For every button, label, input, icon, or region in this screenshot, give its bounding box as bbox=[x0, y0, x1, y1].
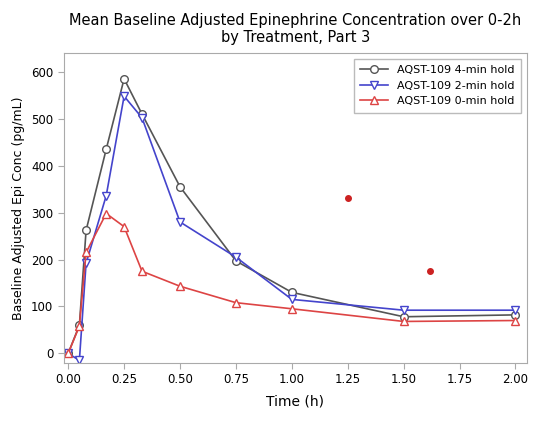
AQST-109 4-min hold bbox=[177, 184, 183, 189]
AQST-109 2-min hold bbox=[288, 297, 295, 302]
AQST-109 2-min hold bbox=[139, 115, 145, 120]
AQST-109 2-min hold bbox=[401, 308, 407, 313]
AQST-109 2-min hold bbox=[103, 193, 109, 198]
AQST-109 2-min hold bbox=[65, 351, 72, 356]
AQST-109 2-min hold bbox=[512, 308, 519, 313]
AQST-109 0-min hold bbox=[139, 269, 145, 274]
AQST-109 0-min hold bbox=[233, 300, 239, 305]
AQST-109 0-min hold bbox=[401, 319, 407, 324]
AQST-109 0-min hold bbox=[121, 224, 127, 229]
AQST-109 4-min hold bbox=[121, 76, 127, 81]
Line: AQST-109 0-min hold: AQST-109 0-min hold bbox=[64, 210, 519, 357]
AQST-109 0-min hold bbox=[83, 250, 89, 255]
AQST-109 4-min hold bbox=[103, 147, 109, 152]
X-axis label: Time (h): Time (h) bbox=[266, 394, 324, 408]
Legend: AQST-109 4-min hold, AQST-109 2-min hold, AQST-109 0-min hold: AQST-109 4-min hold, AQST-109 2-min hold… bbox=[353, 59, 521, 113]
Title: Mean Baseline Adjusted Epinephrine Concentration over 0-2h
by Treatment, Part 3: Mean Baseline Adjusted Epinephrine Conce… bbox=[69, 13, 521, 45]
AQST-109 0-min hold bbox=[76, 324, 82, 329]
AQST-109 2-min hold bbox=[233, 255, 239, 260]
AQST-109 0-min hold bbox=[103, 211, 109, 216]
AQST-109 4-min hold bbox=[401, 314, 407, 319]
AQST-109 4-min hold bbox=[65, 351, 72, 356]
Line: AQST-109 4-min hold: AQST-109 4-min hold bbox=[64, 75, 519, 357]
Y-axis label: Baseline Adjusted Epi Conc (pg/mL): Baseline Adjusted Epi Conc (pg/mL) bbox=[12, 96, 25, 320]
AQST-109 4-min hold bbox=[233, 258, 239, 264]
AQST-109 4-min hold bbox=[288, 290, 295, 295]
AQST-109 2-min hold bbox=[83, 261, 89, 266]
AQST-109 4-min hold bbox=[512, 312, 519, 317]
AQST-109 0-min hold bbox=[288, 306, 295, 311]
AQST-109 0-min hold bbox=[177, 284, 183, 289]
Line: AQST-109 2-min hold: AQST-109 2-min hold bbox=[64, 92, 519, 364]
AQST-109 0-min hold bbox=[65, 351, 72, 356]
AQST-109 2-min hold bbox=[177, 219, 183, 224]
AQST-109 0-min hold bbox=[512, 318, 519, 323]
AQST-109 2-min hold bbox=[76, 358, 82, 363]
AQST-109 4-min hold bbox=[76, 322, 82, 328]
AQST-109 4-min hold bbox=[83, 228, 89, 233]
AQST-109 2-min hold bbox=[121, 93, 127, 99]
AQST-109 4-min hold bbox=[139, 112, 145, 117]
